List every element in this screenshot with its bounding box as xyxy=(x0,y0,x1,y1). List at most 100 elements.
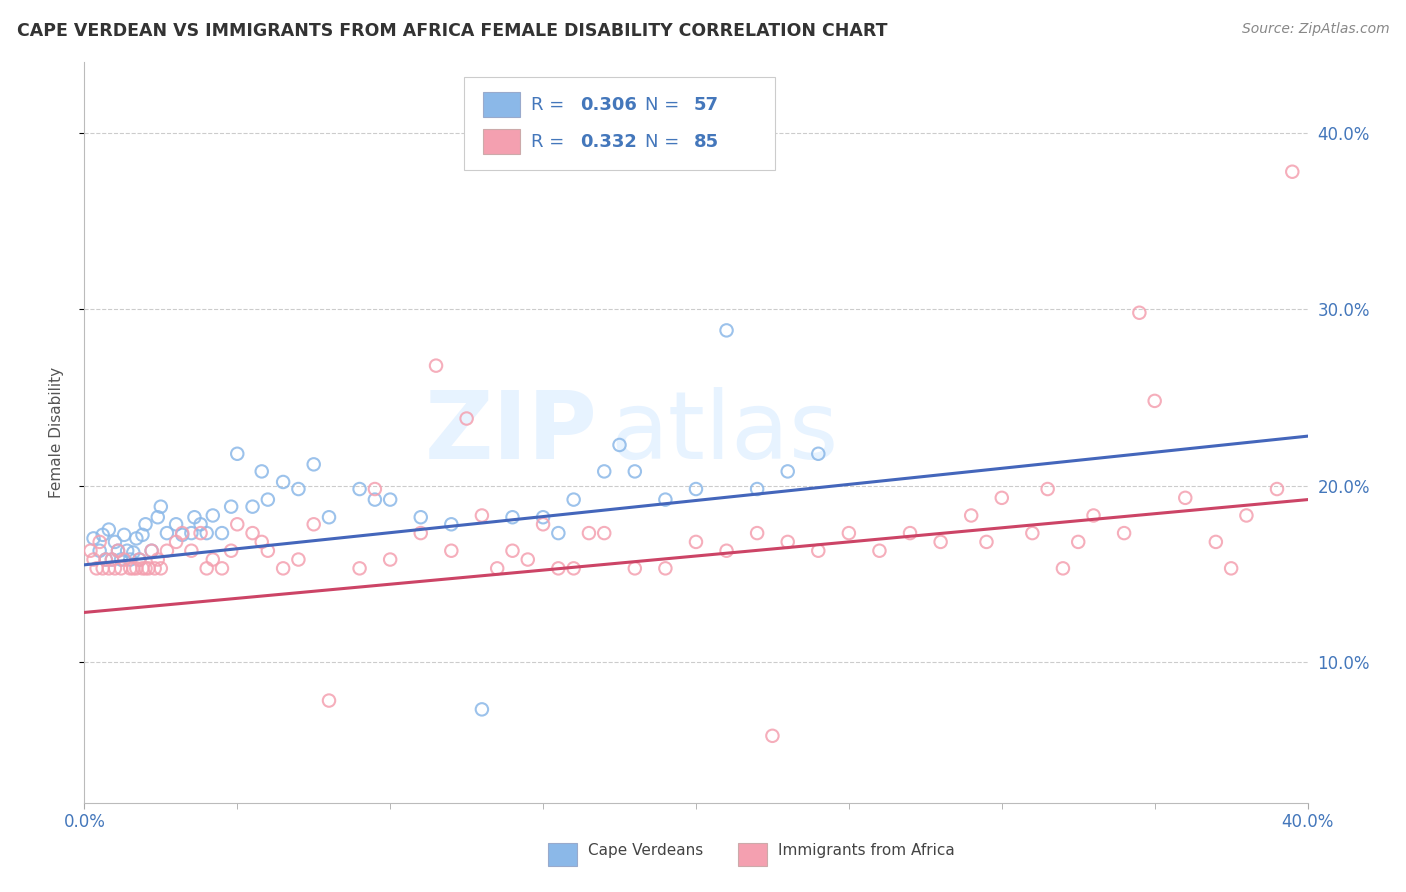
Point xyxy=(685,535,707,549)
Point xyxy=(107,543,129,558)
Point xyxy=(471,508,494,523)
Point xyxy=(104,535,127,549)
Point xyxy=(685,482,707,496)
Point xyxy=(107,543,129,558)
Text: N =: N = xyxy=(644,133,685,151)
Point xyxy=(250,464,273,478)
Point xyxy=(716,543,738,558)
Point xyxy=(1174,491,1197,505)
Y-axis label: Female Disability: Female Disability xyxy=(49,367,63,499)
Text: 85: 85 xyxy=(693,133,718,151)
Point xyxy=(440,517,463,532)
Point xyxy=(716,323,738,337)
Point xyxy=(183,510,205,524)
Point xyxy=(502,543,524,558)
Text: Cape Verdeans: Cape Verdeans xyxy=(588,844,703,858)
Point xyxy=(141,543,163,558)
Point xyxy=(380,552,402,566)
Point xyxy=(318,510,340,524)
Point xyxy=(156,526,179,541)
Point xyxy=(146,552,169,566)
Point xyxy=(271,475,294,489)
Text: Immigrants from Africa: Immigrants from Africa xyxy=(778,844,955,858)
Point xyxy=(89,543,111,558)
Point xyxy=(287,482,309,496)
Point xyxy=(776,535,799,549)
Point xyxy=(1114,526,1136,541)
Point xyxy=(318,693,340,707)
Point xyxy=(761,729,783,743)
Point xyxy=(110,552,132,566)
Point xyxy=(471,702,494,716)
Point xyxy=(364,492,387,507)
Point xyxy=(91,561,114,575)
Point xyxy=(991,491,1014,505)
Point xyxy=(654,561,676,575)
Point xyxy=(486,561,509,575)
Point xyxy=(219,543,242,558)
Point xyxy=(190,526,212,541)
Point xyxy=(122,561,145,575)
Point xyxy=(91,528,114,542)
Point xyxy=(135,517,157,532)
Point xyxy=(349,561,371,575)
Point xyxy=(531,510,554,524)
Point xyxy=(364,482,387,496)
Text: N =: N = xyxy=(644,95,685,113)
Point xyxy=(180,526,202,541)
Point xyxy=(131,528,153,542)
Point xyxy=(211,561,233,575)
Point xyxy=(190,517,212,532)
Point xyxy=(201,552,224,566)
Point xyxy=(201,508,224,523)
Point xyxy=(125,561,148,575)
Point xyxy=(1021,526,1043,541)
FancyBboxPatch shape xyxy=(548,843,578,866)
Point xyxy=(1128,306,1150,320)
Point xyxy=(128,552,150,566)
Point xyxy=(141,543,163,558)
Point xyxy=(578,526,600,541)
Text: ZIP: ZIP xyxy=(425,386,598,479)
Point xyxy=(898,526,921,541)
Point xyxy=(1220,561,1243,575)
Text: CAPE VERDEAN VS IMMIGRANTS FROM AFRICA FEMALE DISABILITY CORRELATION CHART: CAPE VERDEAN VS IMMIGRANTS FROM AFRICA F… xyxy=(17,22,887,40)
Point xyxy=(562,492,585,507)
Point xyxy=(302,517,325,532)
Point xyxy=(165,535,187,549)
Point xyxy=(149,500,172,514)
Point xyxy=(83,552,105,566)
Point xyxy=(195,561,218,575)
Point xyxy=(302,458,325,472)
Point xyxy=(654,492,676,507)
Point xyxy=(146,510,169,524)
Point xyxy=(125,532,148,546)
Point xyxy=(1265,482,1288,496)
Text: atlas: atlas xyxy=(610,386,838,479)
Text: 0.306: 0.306 xyxy=(579,95,637,113)
Point xyxy=(89,535,111,549)
Point xyxy=(122,545,145,559)
Point xyxy=(120,561,142,575)
Point xyxy=(1052,561,1074,575)
Point xyxy=(180,543,202,558)
Point xyxy=(502,510,524,524)
Point xyxy=(94,552,117,566)
Point xyxy=(1143,393,1166,408)
Point xyxy=(172,528,194,542)
FancyBboxPatch shape xyxy=(484,129,520,154)
Point xyxy=(86,561,108,575)
Text: 0.332: 0.332 xyxy=(579,133,637,151)
Point xyxy=(250,535,273,549)
Point xyxy=(1205,535,1227,549)
Point xyxy=(104,561,127,575)
Point xyxy=(516,552,538,566)
Point xyxy=(219,500,242,514)
Point xyxy=(531,517,554,532)
Text: Source: ZipAtlas.com: Source: ZipAtlas.com xyxy=(1241,22,1389,37)
Point xyxy=(624,464,647,478)
Point xyxy=(83,532,105,546)
Point xyxy=(409,510,432,524)
Point xyxy=(624,561,647,575)
Point xyxy=(149,561,172,575)
